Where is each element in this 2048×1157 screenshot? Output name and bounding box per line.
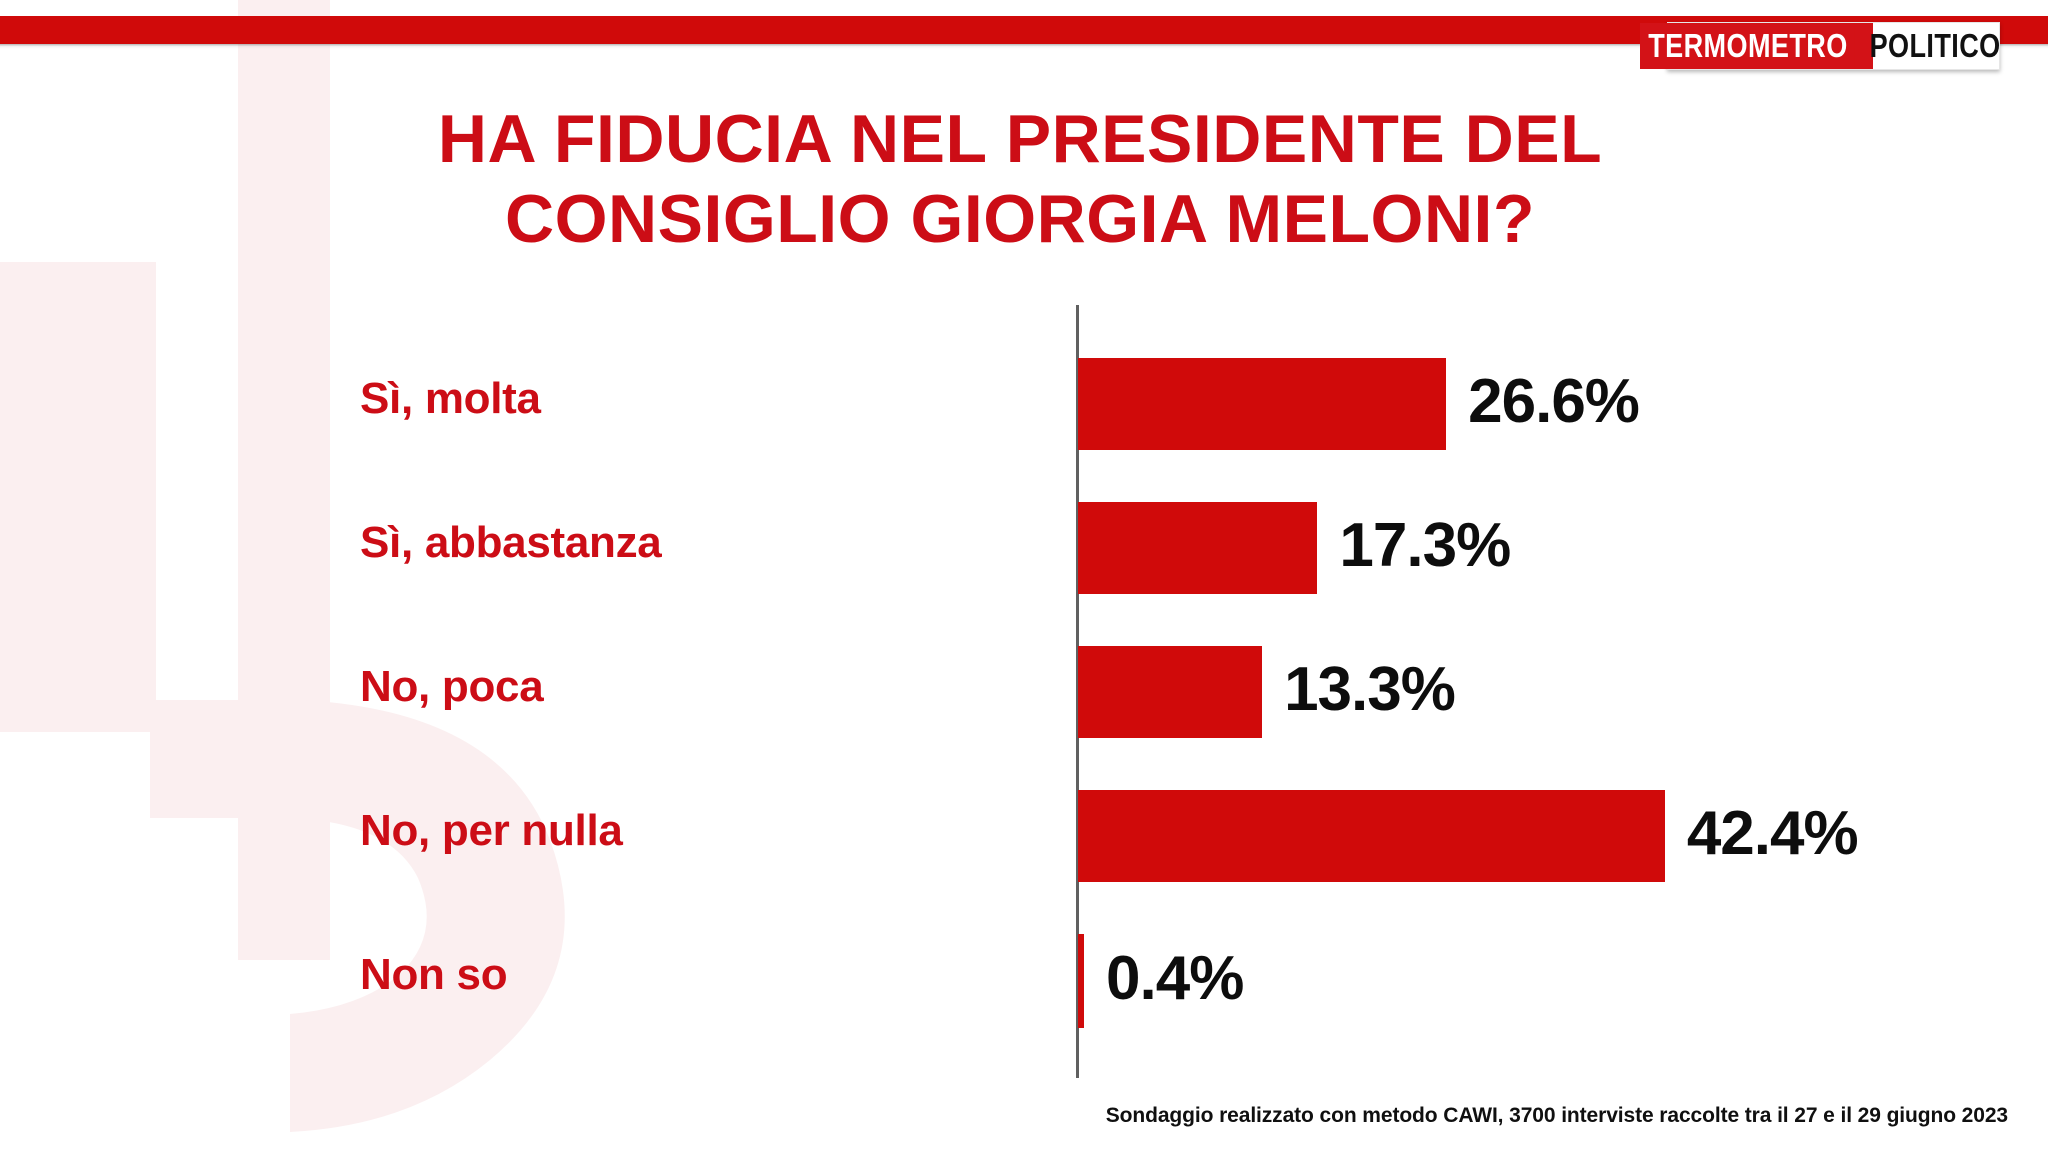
chart-row: Non so 0.4% [0, 904, 2048, 1054]
value-label: 0.4% [1106, 944, 1244, 1013]
chart-row: No, poca 13.3% [0, 616, 2048, 766]
category-label: Non so [360, 950, 508, 999]
chart-bar [1078, 646, 1263, 738]
chart-bar [1078, 934, 1084, 1028]
page-title-line-2: CONSIGLIO GIORGIA MELONI? [505, 180, 1535, 257]
page-title: HA FIDUCIA NEL PRESIDENTE DEL CONSIGLIO … [170, 100, 1870, 259]
chart-row: No, per nulla 42.4% [0, 760, 2048, 910]
chart-bar [1078, 790, 1665, 882]
value-label: 13.3% [1284, 655, 1456, 724]
category-label: Sì, abbastanza [360, 518, 662, 567]
top-bar-shadow [0, 44, 2048, 49]
chart-row: Sì, molta 26.6% [0, 328, 2048, 478]
logo-left-block: TERMOMETRO [1639, 23, 1873, 69]
value-label: 26.6% [1468, 367, 1640, 436]
chart-bar [1078, 358, 1447, 450]
logo-right-text: POLITICO [1869, 27, 2001, 64]
termometro-politico-logo: TERMOMETRO POLITICO [1639, 22, 2000, 70]
category-label: No, per nulla [360, 806, 623, 855]
category-label: No, poca [360, 662, 544, 711]
value-label: 17.3% [1339, 511, 1511, 580]
chart-row: Sì, abbastanza 17.3% [0, 472, 2048, 622]
page-title-line-1: HA FIDUCIA NEL PRESIDENTE DEL [437, 101, 1603, 177]
logo-right-block: POLITICO [1870, 23, 2000, 69]
chart-bar [1078, 502, 1318, 594]
survey-methodology-note: Sondaggio realizzato con metodo CAWI, 37… [1105, 1104, 2008, 1127]
value-label: 42.4% [1686, 799, 1859, 868]
logo-left-text: TERMOMETRO [1639, 23, 1855, 69]
chart-axis-line [1076, 305, 1079, 1078]
category-label: Sì, molta [360, 374, 541, 423]
